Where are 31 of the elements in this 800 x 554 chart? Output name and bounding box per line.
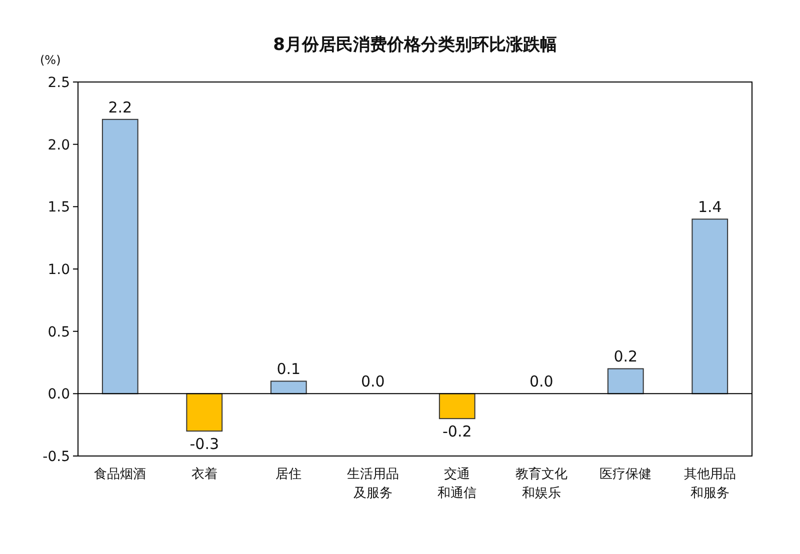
y-tick-label: 0.5 [48,324,70,340]
x-tick-label: 衣着 [191,466,218,482]
x-tick-label: 其他用品和服务 [684,467,736,501]
data-label: 0.0 [529,372,554,391]
x-tick-label: 教育文化和娱乐 [515,466,568,501]
data-label: 2.2 [108,98,132,116]
data-label: -0.3 [190,435,220,454]
x-tick-label: 食品烟酒 [94,467,146,482]
bar [438,393,476,420]
x-tick-label: 生活用品及服务 [346,467,399,501]
y-tick-label: -0.5 [42,449,70,465]
data-label: 0.1 [276,360,301,378]
y-tick-label: 0.0 [48,386,70,403]
chart-title: 8月份居民消费价格分类别环比涨跌幅 [273,35,557,55]
data-label: -0.2 [442,422,472,441]
x-tick-label: 居住 [276,467,302,482]
y-tick-label: 1.0 [48,262,70,278]
y-tick-label: 2.5 [48,75,70,91]
y-tick-label: 1.5 [48,200,70,216]
data-label: 0.2 [614,348,638,366]
data-label: 1.4 [698,198,722,216]
bar [102,118,138,394]
bar [607,368,644,394]
y-tick-label: 2.0 [48,137,70,154]
data-label: 0.0 [360,372,385,391]
x-tick-label: 交通和通信 [438,466,477,501]
bar [270,380,307,394]
bar [692,218,728,394]
y-axis-title: (%) [40,53,61,67]
bar [186,393,223,432]
x-tick-label: 医疗保健 [600,467,652,482]
